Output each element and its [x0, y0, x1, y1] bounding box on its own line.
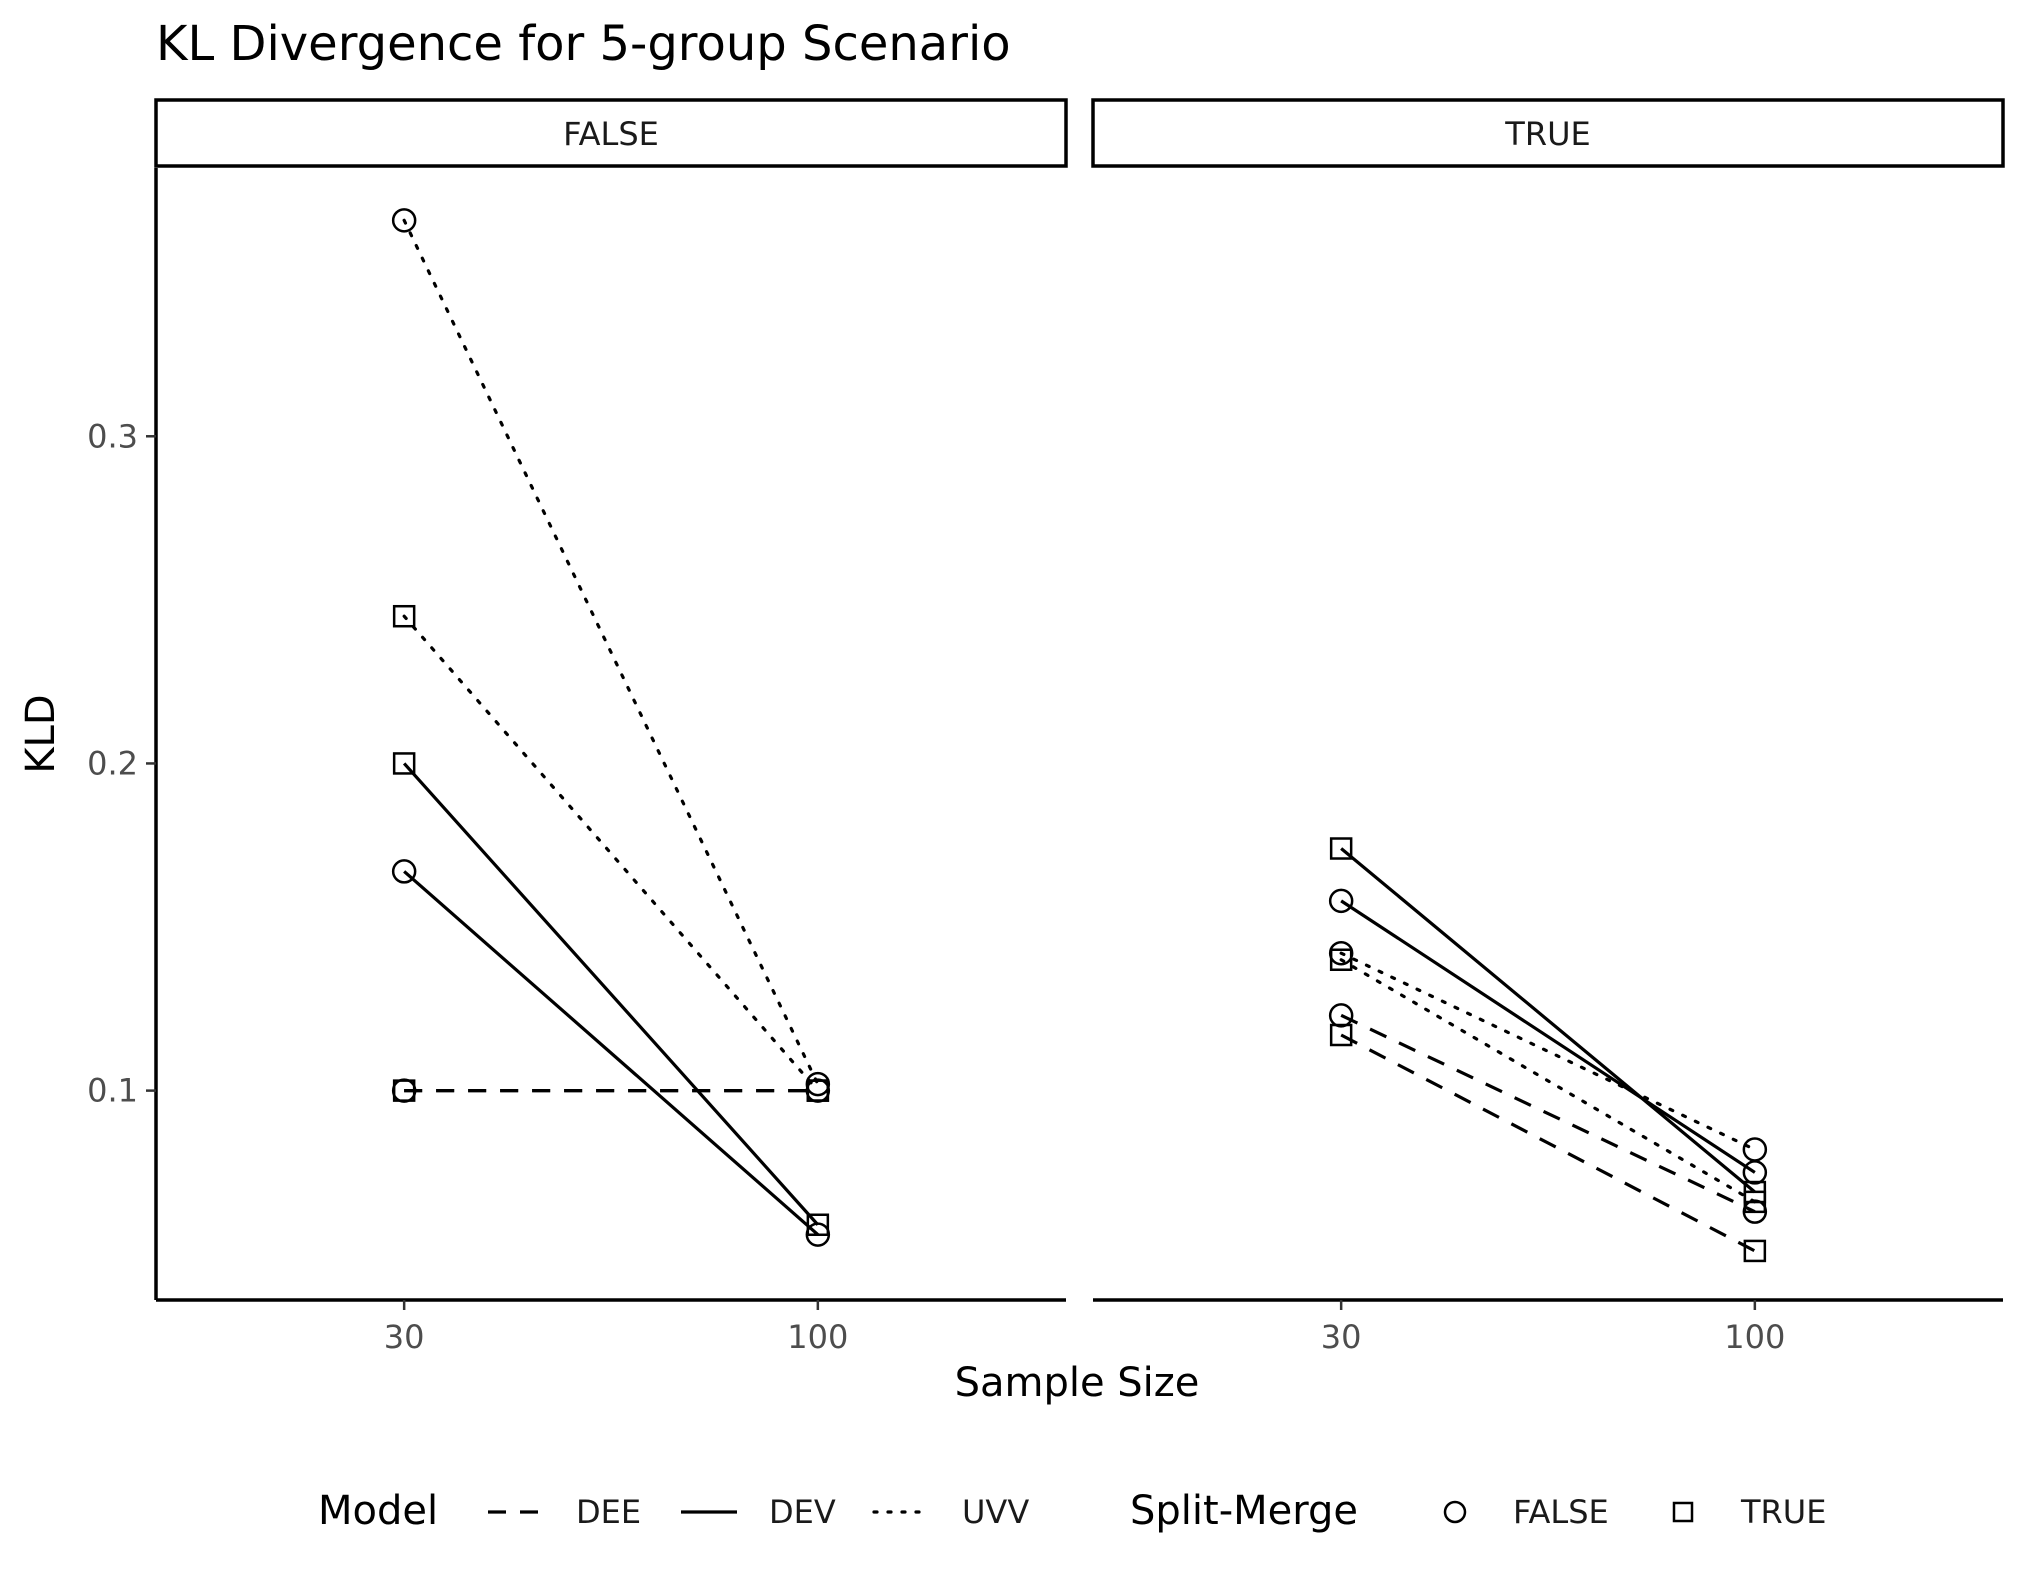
data-point [1743, 1190, 1767, 1214]
legend-label-uvv: UVV [962, 1493, 1029, 1531]
data-point [392, 1079, 416, 1102]
data-point [392, 604, 416, 628]
data-point [1742, 1137, 1768, 1162]
strip-box [154, 98, 1068, 168]
data-point [392, 752, 416, 775]
x-tick-label: 100 [787, 1318, 848, 1356]
y-tick-label: 0.2 [87, 744, 138, 782]
data-point [806, 1079, 830, 1102]
data-point [391, 208, 417, 233]
strip-label: FALSE [563, 115, 659, 153]
data-point [1329, 837, 1353, 860]
data-point [806, 1213, 830, 1237]
legend-model-title: Model [318, 1488, 438, 1534]
series-line [1339, 951, 1757, 1152]
legend-split-merge-title: Split-Merge [1130, 1488, 1358, 1534]
panel-true: TRUE 30 100 [1091, 98, 2005, 1356]
strip-label: TRUE [1504, 115, 1590, 153]
legend-label-sm-true: TRUE [1740, 1493, 1826, 1531]
facet-panels: FALSE 0.1 0.2 0.3 30 100 TRUE 30 100 [87, 98, 2005, 1356]
panel-false: FALSE 0.1 0.2 0.3 30 100 [87, 98, 1068, 1356]
legend-label-sm-false: FALSE [1513, 1493, 1609, 1531]
data-point [1329, 948, 1353, 971]
series-line [1340, 899, 1756, 1174]
series-line [1340, 847, 1756, 1194]
chart-title: KL Divergence for 5-group Scenario [156, 16, 1011, 72]
data-point [1743, 1239, 1767, 1263]
series-uvv-true [392, 604, 830, 1102]
x-tick-label: 100 [1724, 1318, 1785, 1356]
legend-label-dee: DEE [576, 1493, 641, 1531]
series-dev-false [1328, 888, 1768, 1185]
strip-box [1091, 98, 2005, 168]
series-line [402, 762, 820, 1226]
legend-label-dev: DEV [769, 1493, 836, 1531]
series-dev-true [392, 752, 830, 1237]
data-point [1329, 1023, 1353, 1047]
x-axis-title: Sample Size [955, 1360, 1200, 1406]
legend: Model Split-Merge DEE DEV UVV FALSE TRUE [318, 1488, 1826, 1534]
data-point [1328, 1003, 1354, 1028]
data-point [391, 859, 417, 884]
data-point [1328, 888, 1354, 914]
y-tick-label: 0.3 [87, 417, 138, 455]
y-tick-label: 0.1 [87, 1072, 138, 1110]
series-line [403, 870, 819, 1236]
series-dee-true [1329, 1023, 1767, 1263]
series-line [1340, 1013, 1756, 1214]
series-uvv-true [1329, 948, 1767, 1214]
legend-shape-false [1443, 1500, 1467, 1524]
series-line [1339, 958, 1757, 1204]
legend-shape-true [1672, 1501, 1694, 1523]
x-tick-label: 30 [1321, 1318, 1362, 1356]
y-axis-title: KLD [18, 694, 64, 773]
x-tick-label: 30 [384, 1318, 425, 1356]
series-line [402, 218, 820, 1086]
series-line [1340, 1033, 1756, 1253]
